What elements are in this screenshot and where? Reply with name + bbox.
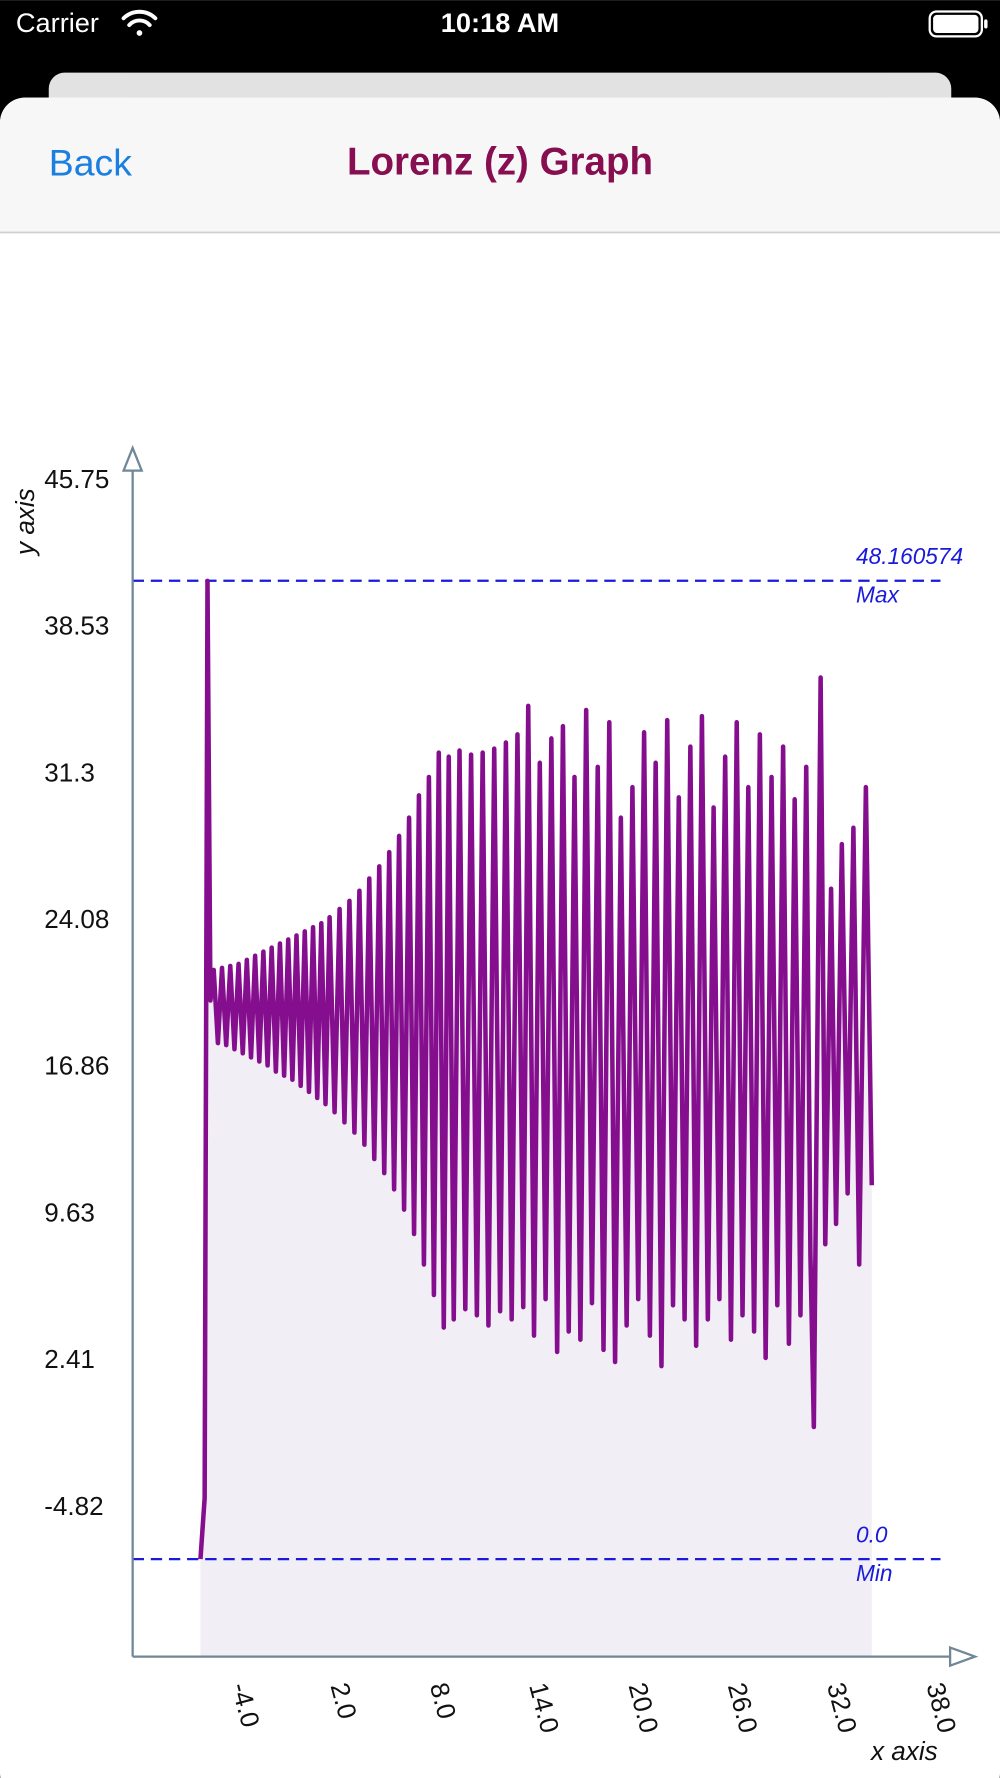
x-axis-title: x axis	[869, 1736, 938, 1766]
y-tick-label: -4.82	[44, 1491, 103, 1521]
reference-name: Min	[856, 1560, 893, 1586]
y-tick-label: 31.3	[44, 757, 95, 787]
nav-bar	[0, 97, 1000, 233]
plot: 48.160574 Max 0.0 Min 45.75 38.53 31.3 24.08 16.…	[10, 444, 979, 1766]
y-axis-title: y axis	[10, 488, 40, 557]
x-axis-arrow	[948, 1645, 979, 1668]
area-fill	[200, 580, 872, 1657]
reference-name: Max	[856, 582, 899, 608]
reference-value: 0.0	[856, 1521, 888, 1547]
y-tick-label: 2.41	[44, 1344, 95, 1374]
carrier: Carrier	[16, 7, 99, 38]
wifi-icon	[121, 9, 158, 36]
y-tick-label: 24.08	[44, 904, 109, 934]
y-tick-label: 38.53	[44, 611, 109, 641]
reference-value: 48.160574	[856, 543, 963, 569]
data-line	[198, 578, 875, 1560]
nav-title: Lorenz (z) Graph	[347, 141, 653, 184]
y-axis-arrow	[121, 444, 144, 472]
y-tick-label: 45.75	[44, 464, 109, 494]
y-tick-label: 9.63	[44, 1197, 95, 1227]
y-tick-label: 16.86	[44, 1051, 109, 1081]
battery-icon	[928, 10, 988, 38]
back-button[interactable]: Back	[49, 142, 132, 184]
clock: 10:18 AM	[441, 7, 559, 38]
